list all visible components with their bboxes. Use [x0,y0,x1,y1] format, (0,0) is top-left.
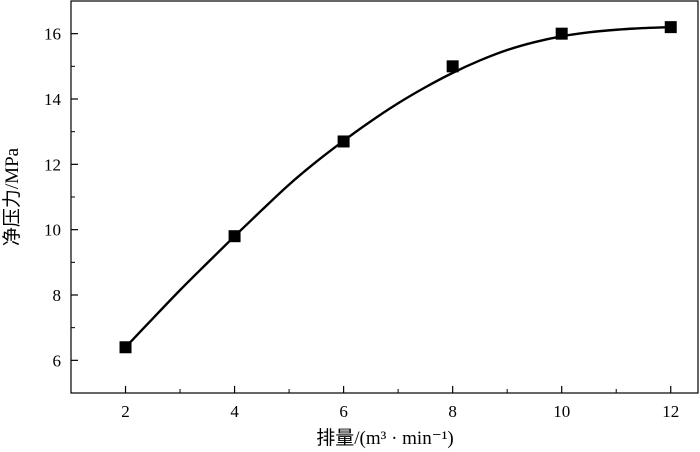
x-tick-label: 4 [230,402,239,421]
x-axis-title: 排量/(m³ · min⁻¹) [316,427,454,449]
data-point-marker [555,27,568,40]
x-tick-label: 8 [448,402,457,421]
data-point-marker [119,341,132,354]
data-point-marker [337,135,350,148]
y-axis-title: 净压力/MPa [1,147,23,246]
x-tick-label: 12 [662,402,679,421]
x-tick-label: 10 [553,402,570,421]
series-fit-curve [124,25,671,349]
data-point-marker [664,21,677,34]
data-point-marker [228,230,241,243]
x-axis-ticks: 2 4 6 8 10 12 [121,386,679,421]
y-tick-label: 8 [53,286,62,305]
y-tick-label: 14 [44,90,62,109]
y-tick-label: 6 [53,351,62,370]
y-axis-ticks: 6 8 10 12 14 16 [44,25,78,370]
y-tick-label: 10 [44,221,61,240]
x-tick-label: 6 [339,402,348,421]
data-point-marker [446,60,459,73]
y-tick-label: 16 [44,25,61,44]
y-tick-label: 12 [44,155,61,174]
series-markers [119,21,677,354]
plot-frame [70,0,699,394]
x-tick-label: 2 [121,402,130,421]
